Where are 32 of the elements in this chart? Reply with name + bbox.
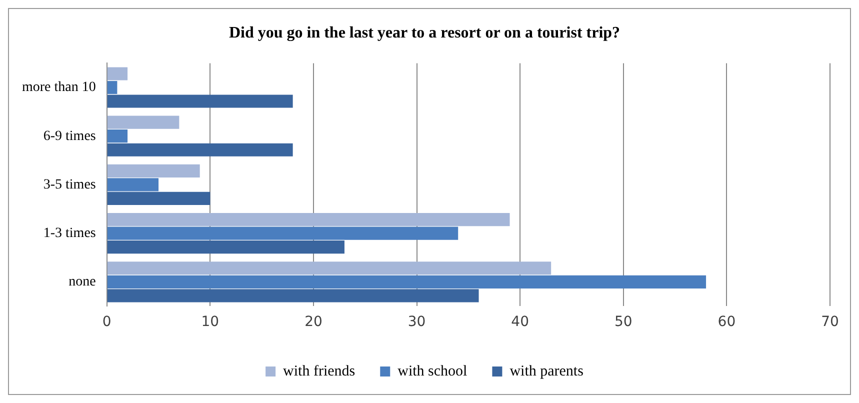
bar xyxy=(107,240,344,254)
chart-title: Did you go in the last year to a resort or on a tourist trip? xyxy=(228,24,620,42)
bar xyxy=(107,226,458,240)
x-tick-label: 40 xyxy=(511,314,529,330)
legend-label: with friends xyxy=(283,363,356,380)
x-tick-label: 30 xyxy=(408,314,426,330)
bar xyxy=(107,192,210,206)
x-tick-label: 10 xyxy=(201,314,220,330)
y-tick-label: 6-9 times xyxy=(43,128,96,144)
legend-label: with parents xyxy=(510,363,584,380)
x-tick-label: 50 xyxy=(614,314,632,330)
y-tick-label: 3-5 times xyxy=(43,177,96,192)
bar xyxy=(107,130,128,143)
bar xyxy=(107,262,552,275)
bar xyxy=(107,178,159,192)
x-tick-label: 60 xyxy=(718,314,736,330)
bar xyxy=(107,164,200,178)
bar xyxy=(107,67,128,80)
x-tick-label: 20 xyxy=(304,314,322,330)
y-tick-label: none xyxy=(68,274,96,290)
bar xyxy=(107,80,118,94)
bar xyxy=(107,212,510,226)
y-tick-label: 1-3 times xyxy=(43,226,96,241)
bar xyxy=(107,116,180,129)
bar xyxy=(107,143,293,156)
legend-label: with school xyxy=(398,363,468,380)
bar xyxy=(107,275,706,288)
bar xyxy=(107,94,293,108)
x-tick-label: 0 xyxy=(102,314,112,330)
y-tick-label: more than 10 xyxy=(22,80,96,96)
x-tick-label: 70 xyxy=(821,314,839,330)
bar xyxy=(107,289,479,302)
